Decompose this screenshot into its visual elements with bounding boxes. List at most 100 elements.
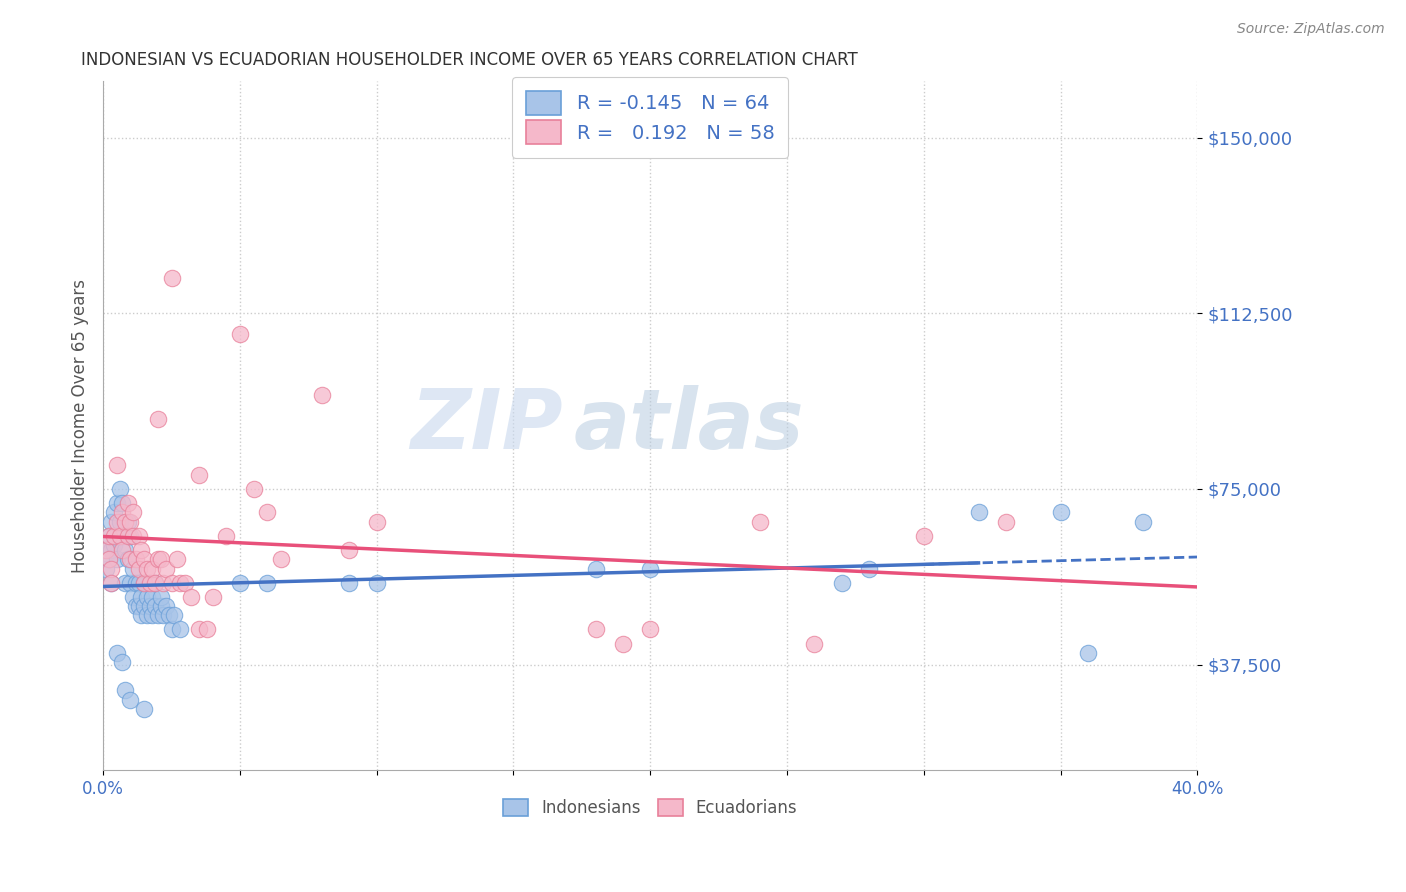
Point	[111, 542, 134, 557]
Point	[120, 529, 142, 543]
Point	[141, 608, 163, 623]
Point	[103, 529, 125, 543]
Point	[803, 636, 825, 650]
Point	[94, 561, 117, 575]
Point	[111, 655, 134, 669]
Point	[229, 575, 252, 590]
Point	[117, 529, 139, 543]
Point	[111, 505, 134, 519]
Y-axis label: Householder Income Over 65 years: Householder Income Over 65 years	[72, 278, 89, 573]
Point	[858, 561, 880, 575]
Point	[187, 467, 209, 482]
Point	[215, 529, 238, 543]
Point	[912, 529, 935, 543]
Point	[134, 552, 156, 566]
Point	[111, 529, 134, 543]
Point	[337, 542, 360, 557]
Point	[100, 561, 122, 575]
Text: INDONESIAN VS ECUADORIAN HOUSEHOLDER INCOME OVER 65 YEARS CORRELATION CHART: INDONESIAN VS ECUADORIAN HOUSEHOLDER INC…	[82, 51, 858, 69]
Point	[122, 529, 145, 543]
Point	[114, 683, 136, 698]
Point	[146, 411, 169, 425]
Point	[111, 496, 134, 510]
Point	[366, 515, 388, 529]
Point	[120, 692, 142, 706]
Point	[128, 599, 150, 613]
Point	[103, 538, 125, 552]
Point	[134, 599, 156, 613]
Point	[149, 552, 172, 566]
Point	[120, 515, 142, 529]
Point	[114, 575, 136, 590]
Point	[122, 505, 145, 519]
Point	[108, 482, 131, 496]
Point	[160, 575, 183, 590]
Point	[994, 515, 1017, 529]
Point	[149, 590, 172, 604]
Point	[134, 575, 156, 590]
Point	[169, 623, 191, 637]
Point	[120, 575, 142, 590]
Point	[134, 702, 156, 716]
Point	[337, 575, 360, 590]
Point	[100, 542, 122, 557]
Point	[141, 590, 163, 604]
Point	[128, 529, 150, 543]
Text: ZIP: ZIP	[411, 385, 562, 467]
Point	[366, 575, 388, 590]
Point	[585, 561, 607, 575]
Point	[120, 552, 142, 566]
Point	[117, 552, 139, 566]
Point	[125, 575, 148, 590]
Point	[117, 496, 139, 510]
Point	[143, 575, 166, 590]
Point	[146, 608, 169, 623]
Point	[141, 561, 163, 575]
Point	[143, 599, 166, 613]
Point	[105, 515, 128, 529]
Point	[105, 552, 128, 566]
Point	[242, 482, 264, 496]
Point	[131, 542, 153, 557]
Point	[135, 590, 157, 604]
Point	[138, 575, 160, 590]
Point	[135, 608, 157, 623]
Point	[256, 575, 278, 590]
Point	[94, 542, 117, 557]
Point	[967, 505, 990, 519]
Point	[125, 552, 148, 566]
Point	[229, 327, 252, 342]
Point	[612, 636, 634, 650]
Point	[108, 529, 131, 543]
Point	[152, 608, 174, 623]
Point	[100, 575, 122, 590]
Point	[270, 552, 292, 566]
Point	[131, 608, 153, 623]
Point	[187, 623, 209, 637]
Text: atlas: atlas	[574, 385, 804, 467]
Point	[131, 590, 153, 604]
Point	[1077, 646, 1099, 660]
Point	[638, 561, 661, 575]
Point	[169, 575, 191, 590]
Point	[748, 515, 770, 529]
Point	[146, 552, 169, 566]
Point	[149, 599, 172, 613]
Point	[180, 590, 202, 604]
Point	[256, 505, 278, 519]
Point	[128, 575, 150, 590]
Point	[201, 590, 224, 604]
Legend: Indonesians, Ecuadorians: Indonesians, Ecuadorians	[496, 792, 804, 823]
Point	[311, 388, 333, 402]
Point	[105, 646, 128, 660]
Point	[100, 575, 122, 590]
Point	[138, 599, 160, 613]
Point	[1132, 515, 1154, 529]
Point	[155, 599, 177, 613]
Point	[94, 542, 117, 557]
Point	[117, 515, 139, 529]
Point	[97, 529, 120, 543]
Point	[1049, 505, 1071, 519]
Point	[195, 623, 218, 637]
Point	[97, 529, 120, 543]
